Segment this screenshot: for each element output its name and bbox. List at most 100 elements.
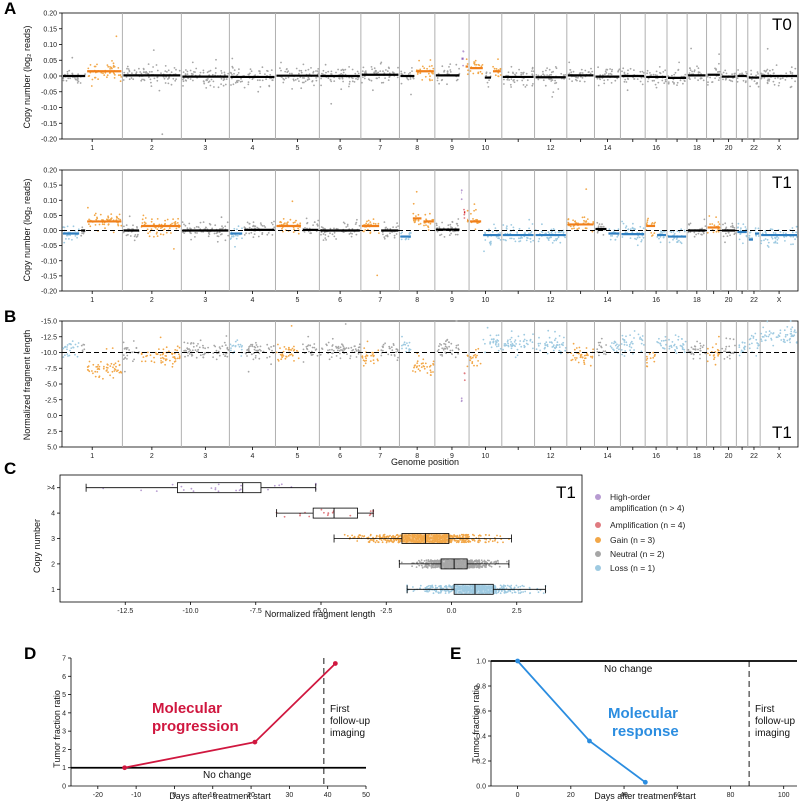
data-point <box>547 237 550 240</box>
data-point <box>625 81 628 83</box>
data-point <box>236 81 239 84</box>
y-tick-label: 0.05 <box>43 213 57 220</box>
data-point <box>149 354 152 357</box>
data-point <box>280 358 283 361</box>
data-point <box>319 353 322 356</box>
data-point <box>457 347 460 350</box>
data-point <box>496 345 498 348</box>
data-point <box>621 353 623 356</box>
panel-letter-e: E <box>450 644 461 663</box>
data-point <box>285 355 287 358</box>
data-point <box>183 223 185 226</box>
chromosome-tick-label: 9 <box>450 453 454 460</box>
chromosome-tick-label: 9 <box>450 145 454 152</box>
data-point <box>717 221 720 223</box>
data-point <box>197 226 200 229</box>
data-point <box>409 231 411 234</box>
y-tick-label: -0.05 <box>41 243 57 250</box>
data-point <box>430 561 433 563</box>
data-point <box>616 236 619 238</box>
data-point <box>646 361 648 364</box>
data-point <box>472 218 474 220</box>
data-point <box>336 349 339 352</box>
data-point <box>477 561 479 563</box>
data-point <box>633 330 636 332</box>
data-point <box>308 350 310 353</box>
y-tick-label: 0.20 <box>43 11 57 18</box>
data-point <box>699 345 702 347</box>
data-point <box>377 71 379 74</box>
data-point <box>221 345 224 347</box>
data-point <box>96 217 99 220</box>
data-point <box>770 332 772 334</box>
data-point <box>363 75 366 78</box>
data-point <box>340 349 342 351</box>
data-point <box>626 72 629 75</box>
data-point <box>195 67 198 70</box>
chromosome-tick-label: 16 <box>652 297 660 304</box>
data-point <box>576 228 579 231</box>
data-point <box>523 344 526 347</box>
data-point <box>335 355 338 357</box>
data-point <box>307 76 310 79</box>
data-point <box>492 341 495 343</box>
data-point <box>741 341 744 344</box>
data-point <box>357 352 360 355</box>
data-point <box>176 222 179 224</box>
data-point <box>411 67 413 69</box>
data-point <box>723 358 726 360</box>
data-point <box>173 360 176 363</box>
data-point <box>658 337 660 340</box>
data-point <box>473 534 475 537</box>
data-point <box>684 73 687 76</box>
data-point <box>70 343 72 346</box>
data-point <box>110 362 113 365</box>
data-point <box>147 72 150 75</box>
data-point <box>176 345 179 348</box>
data-point <box>273 484 276 487</box>
data-point <box>574 220 577 223</box>
data-point <box>358 224 361 227</box>
data-point <box>537 78 540 81</box>
data-point <box>66 346 68 348</box>
data-point <box>725 72 728 75</box>
data-point <box>793 331 796 333</box>
data-point <box>479 535 482 537</box>
data-point <box>247 370 250 373</box>
data-point <box>731 352 734 354</box>
data-point <box>107 215 109 218</box>
data-point <box>390 535 393 538</box>
data-point <box>416 360 419 363</box>
data-point <box>483 250 485 253</box>
data-point <box>126 65 129 68</box>
data-point <box>667 75 670 77</box>
data-point <box>674 334 677 336</box>
data-point <box>614 344 617 347</box>
data-point <box>431 566 433 569</box>
data-point <box>184 355 186 358</box>
data-point <box>183 232 186 235</box>
data-point <box>497 75 500 78</box>
data-point <box>792 243 794 246</box>
data-point <box>510 224 513 226</box>
data-point <box>268 355 271 358</box>
data-point <box>160 360 163 362</box>
data-point <box>626 344 628 346</box>
data-point <box>572 354 575 357</box>
data-point <box>573 227 575 230</box>
data-point <box>133 358 136 361</box>
data-point <box>408 350 410 353</box>
data-point <box>455 320 458 322</box>
data-point <box>664 69 667 72</box>
data-point <box>714 77 716 80</box>
data-point <box>484 342 486 345</box>
data-point <box>455 79 458 82</box>
data-point <box>250 231 253 234</box>
data-point <box>506 78 509 81</box>
data-point <box>552 91 555 93</box>
panel-a-t1-plot: -0.20-0.15-0.10-0.050.000.050.100.150.20… <box>41 168 799 304</box>
data-point <box>423 67 426 70</box>
data-point <box>345 347 348 349</box>
data-point <box>128 69 131 72</box>
data-point <box>553 339 556 342</box>
